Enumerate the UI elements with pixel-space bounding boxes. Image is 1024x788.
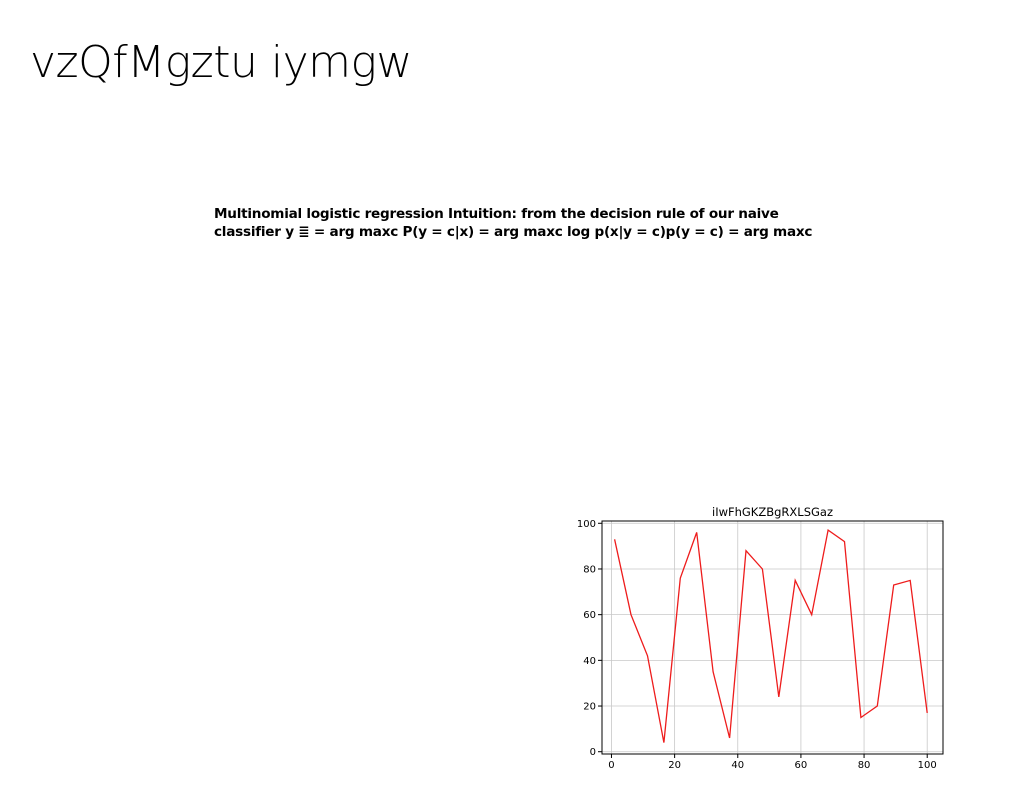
- x-tick-label: 100: [918, 760, 937, 771]
- series-line-1: [613, 528, 928, 743]
- y-tick-label: 80: [583, 564, 596, 575]
- body-text-line-1: Multinomial logistic regression Intuitio…: [214, 206, 779, 222]
- chart-title: iIwFhGKZBgRXLSGaz: [712, 505, 833, 519]
- x-tick-label: 40: [731, 760, 744, 771]
- plot-area-frame: [601, 520, 944, 755]
- chart-series-layer: [613, 528, 928, 743]
- x-tick-label: 20: [668, 760, 681, 771]
- line-chart: iIwFhGKZBgRXLSGaz 0 20 40 60 80 100 0 20 40 60 80 1…: [560, 500, 960, 780]
- y-tick-label: 20: [583, 702, 596, 713]
- line-chart-svg: iIwFhGKZBgRXLSGaz 0 20 40 60 80 100 0 20 40 60 80 1…: [577, 505, 944, 771]
- body-text-line-2: classifier y ≣ = arg maxc P(y = c|x) = a…: [214, 224, 813, 240]
- chart-grid: [602, 521, 943, 754]
- slide-body-text: Multinomial logistic regression Intuitio…: [214, 205, 914, 241]
- x-tick-label: 60: [795, 760, 808, 771]
- chart-ticks: 0 20 40 60 80 100 0 20 40 60 80 100: [577, 519, 937, 771]
- slide-title: vzQfMgztu iymgw: [30, 37, 412, 88]
- y-tick-label: 0: [590, 747, 596, 758]
- y-tick-label: 100: [577, 519, 596, 530]
- x-tick-label: 0: [608, 760, 614, 771]
- y-tick-label: 40: [583, 656, 596, 667]
- y-tick-label: 60: [583, 610, 596, 621]
- x-tick-label: 80: [858, 760, 871, 771]
